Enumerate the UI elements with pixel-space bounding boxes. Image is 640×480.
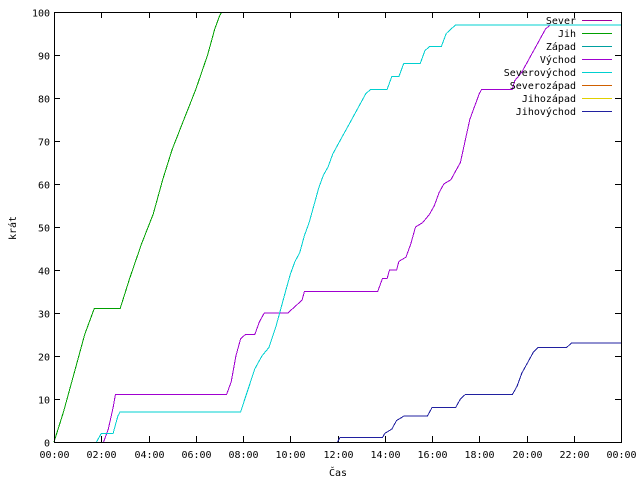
series-line: [337, 342, 621, 443]
legend-label: Západ: [546, 41, 576, 53]
x-tick-label: 00:00: [606, 450, 636, 461]
x-tick-label: 16:00: [417, 450, 447, 461]
y-tick-label: 20: [38, 353, 50, 364]
legend: Sever JihZápadVýchodSeverovýchodSeverozáp…: [504, 16, 612, 118]
y-tick-label: 10: [38, 396, 50, 407]
legend-label: Severozápad: [510, 80, 576, 92]
y-tick-label: 90: [38, 52, 50, 63]
y-axis-title: krát: [7, 216, 19, 240]
series-line: [103, 24, 551, 443]
x-tick-label: 18:00: [464, 450, 494, 461]
plot-frame: [54, 12, 622, 443]
y-tick-label: 60: [38, 181, 50, 192]
x-tick-label: 06:00: [181, 450, 211, 461]
legend-label: Jihozápad: [522, 93, 576, 105]
y-tick-label: 70: [38, 138, 50, 149]
y-tick-label: 30: [38, 310, 50, 321]
series-line: [96, 24, 621, 443]
legend-label: Jih: [558, 29, 576, 40]
x-tick-label: 02:00: [86, 450, 116, 461]
y-tick-label: 80: [38, 95, 50, 106]
x-tick-label: 04:00: [134, 450, 164, 461]
y-tick-label: 0: [44, 439, 50, 450]
x-tick-label: 08:00: [228, 450, 258, 461]
legend-label: Severovýchod: [504, 67, 576, 79]
legend-label: Východ: [540, 54, 576, 66]
legend-label: Jihovýchod: [516, 106, 576, 118]
x-tick-label: 20:00: [512, 450, 542, 461]
y-tick-label: 40: [38, 267, 50, 278]
series-line: [53, 11, 223, 443]
x-tick-label: 12:00: [323, 450, 353, 461]
y-tick-label: 50: [38, 224, 50, 235]
x-tick-label: 22:00: [559, 450, 589, 461]
tick-label-group: 0 10 20 30 40 50 60 70 80 90 100 00:00 02:00 04:00 06:…: [32, 9, 637, 462]
x-tick-label: 00:00: [39, 450, 69, 461]
x-tick-label: 14:00: [370, 450, 400, 461]
x-tick-label: 10:00: [275, 450, 305, 461]
y-tick-label: 100: [32, 9, 50, 20]
legend-label: Sever: [546, 16, 576, 27]
x-axis-title: Čas: [329, 466, 347, 479]
series-group: [53, 11, 621, 443]
